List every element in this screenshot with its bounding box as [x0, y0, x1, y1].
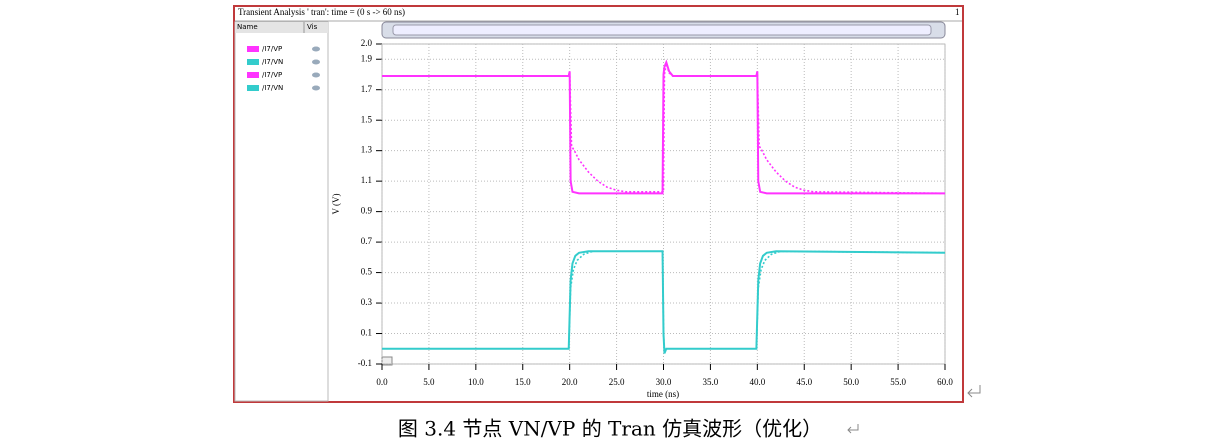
x-tick-label: 35.0 [703, 377, 719, 387]
x-tick-label: 20.0 [562, 377, 578, 387]
return-mark [847, 424, 859, 434]
y-tick-label: 1.7 [361, 84, 373, 94]
legend-label: /I7/VN [262, 84, 283, 92]
panel-header [235, 22, 328, 33]
return-mark [967, 385, 981, 398]
x-tick-label: 40.0 [749, 377, 765, 387]
x-axis-label: time (ns) [647, 389, 679, 399]
y-tick-label: 1.1 [361, 175, 372, 185]
y-tick-label: 1.9 [361, 53, 373, 63]
y-axis-label: V (V) [331, 193, 341, 214]
name-header: Name [237, 23, 258, 31]
y-tick-label: 0.7 [361, 236, 373, 246]
x-tick-label: 5.0 [423, 377, 435, 387]
vis-eye[interactable] [312, 85, 320, 91]
vis-eye[interactable] [312, 72, 320, 78]
legend-swatch [247, 85, 259, 91]
x-tick-label: 45.0 [796, 377, 812, 387]
legend-label: /I7/VN [262, 58, 283, 66]
x-tick-label: 15.0 [515, 377, 531, 387]
legend-label: /I7/VP [262, 45, 282, 53]
figure-caption: 图 3.4 节点 VN/VP 的 Tran 仿真波形（优化） [398, 417, 822, 441]
x-tick-label: 0.0 [376, 377, 388, 387]
y-tick-label: 1.5 [361, 114, 373, 124]
series-line [382, 250, 946, 355]
legend-swatch [247, 46, 259, 52]
y-tick-label: 2.0 [361, 38, 373, 48]
x-tick-label: 60.0 [937, 377, 953, 387]
x-tick-label: 50.0 [843, 377, 859, 387]
vis-eye[interactable] [312, 59, 320, 65]
legend-swatch [247, 72, 259, 78]
x-tick-label: 25.0 [609, 377, 625, 387]
window-number: 1 [955, 7, 960, 17]
legend-label: /I7/VP [262, 71, 282, 79]
scroll-thumb[interactable] [392, 24, 932, 36]
y-tick-label: 1.3 [361, 145, 373, 155]
x-tick-label: 10.0 [468, 377, 484, 387]
window-title: Transient Analysis ' tran': time = (0 s … [238, 7, 405, 17]
x-tick-label: 30.0 [656, 377, 672, 387]
x-tick-label: 55.0 [890, 377, 906, 387]
window-frame [233, 5, 964, 403]
legend-swatch [247, 59, 259, 65]
y-tick-label: 0.9 [361, 206, 373, 216]
y-tick-label: 0.1 [361, 328, 372, 338]
vis-eye[interactable] [312, 46, 320, 52]
vis-header: Vis [307, 23, 318, 31]
y-tick-label: -0.1 [358, 358, 372, 368]
y-tick-label: 0.5 [361, 267, 373, 277]
y-tick-label: 0.3 [361, 297, 373, 307]
